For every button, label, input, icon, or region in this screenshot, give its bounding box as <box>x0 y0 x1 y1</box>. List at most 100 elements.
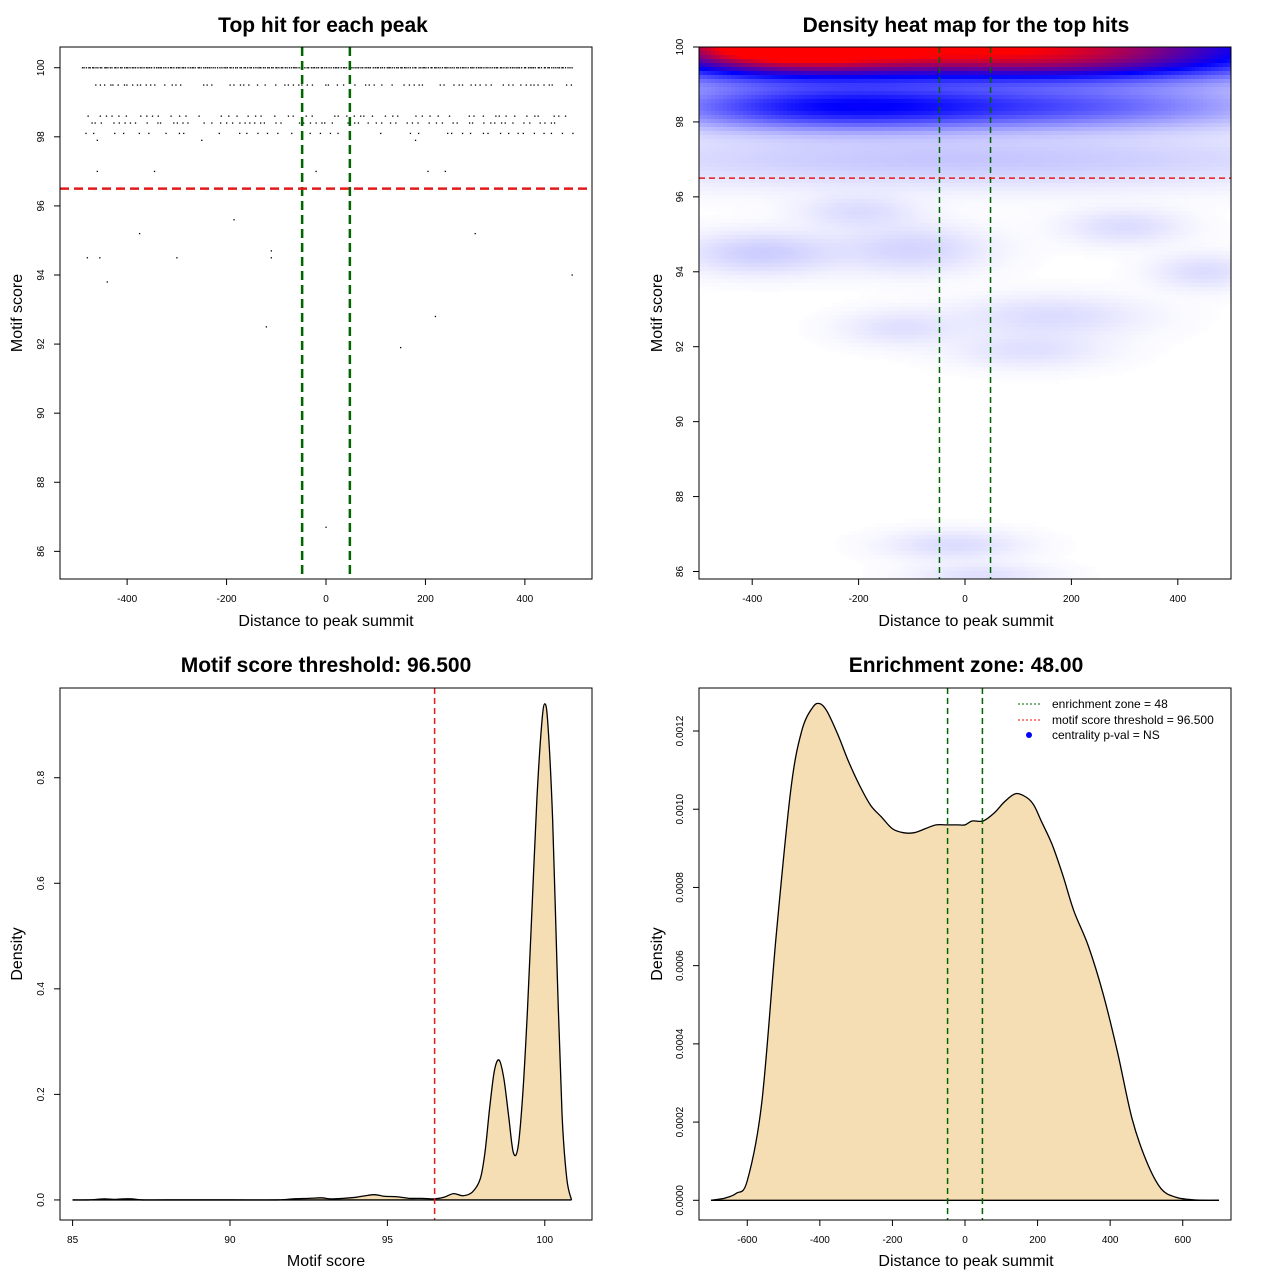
heatmap-cell <box>895 203 900 208</box>
heatmap-cell <box>851 555 856 560</box>
heatmap-cell <box>791 143 796 148</box>
heatmap-cell <box>911 91 916 96</box>
heatmap-cell <box>899 207 904 212</box>
heatmap-cell <box>875 275 880 280</box>
heatmap-cell <box>819 323 824 328</box>
scatter-point <box>219 133 220 134</box>
heatmap-cell <box>703 83 708 88</box>
scatter-point <box>549 84 550 85</box>
heatmap-cell <box>903 55 908 60</box>
heatmap-cell <box>927 351 932 356</box>
heatmap-cell <box>871 555 876 560</box>
heatmap-cell <box>803 163 808 168</box>
scatter-point <box>540 122 541 123</box>
heatmap-cell <box>815 319 820 324</box>
heatmap-cell <box>747 139 752 144</box>
heatmap-cell <box>735 159 740 164</box>
heatmap-cell <box>823 143 828 148</box>
heatmap-cell <box>895 47 900 52</box>
scatter-point <box>334 115 335 116</box>
scatter-point <box>180 84 181 85</box>
heatmap-cell <box>747 211 752 216</box>
heatmap-cell <box>875 307 880 312</box>
heatmap-cell <box>835 235 840 240</box>
heatmap-cell <box>863 63 868 68</box>
heatmap-cell <box>891 355 896 360</box>
heatmap-cell <box>835 143 840 148</box>
heatmap-cell <box>919 151 924 156</box>
heatmap-cell <box>799 207 804 212</box>
heatmap-cell <box>899 355 904 360</box>
heatmap-cell <box>815 267 820 272</box>
heatmap-cell <box>903 359 908 364</box>
heatmap-cell <box>835 347 840 352</box>
heatmap-cell <box>767 263 772 268</box>
scatter-point <box>541 67 542 68</box>
heatmap-cell <box>911 251 916 256</box>
heatmap-cell <box>907 163 912 168</box>
heatmap-cell <box>759 111 764 116</box>
heatmap-cell <box>827 223 832 228</box>
scatter-point <box>457 122 458 123</box>
heatmap-cell <box>755 87 760 92</box>
heatmap-cell <box>803 227 808 232</box>
heatmap-cell <box>931 355 936 360</box>
heatmap-cell <box>771 67 776 72</box>
heatmap-cell <box>831 167 836 172</box>
heatmap-cell <box>739 179 744 184</box>
heatmap-cell <box>859 203 864 208</box>
heatmap-cell <box>867 211 872 216</box>
heatmap-cell <box>927 215 932 220</box>
heatmap-cell <box>887 147 892 152</box>
heatmap-cell <box>787 239 792 244</box>
heatmap-cell <box>771 255 776 260</box>
heatmap-cell <box>871 355 876 360</box>
heatmap-cell <box>763 191 768 196</box>
heatmap-cell <box>727 99 732 104</box>
heatmap-cell <box>903 315 908 320</box>
heatmap-cell <box>883 107 888 112</box>
heatmap-cell <box>871 535 876 540</box>
heatmap-cell <box>835 95 840 100</box>
heatmap-cell <box>887 47 892 52</box>
heatmap-cell <box>699 59 704 64</box>
heatmap-cell <box>715 219 720 224</box>
heatmap-cell <box>735 287 740 292</box>
heatmap-cell <box>899 347 904 352</box>
heatmap-cell <box>855 247 860 252</box>
scatter-point <box>207 84 208 85</box>
scatter-point <box>534 115 535 116</box>
heatmap-cell <box>883 319 888 324</box>
heatmap-cell <box>907 51 912 56</box>
heatmap-cell <box>827 103 832 108</box>
heatmap-cell <box>911 315 916 320</box>
heatmap-cell <box>803 255 808 260</box>
heatmap-cell <box>887 303 892 308</box>
heatmap-cell <box>923 255 928 260</box>
heatmap-cell <box>875 243 880 248</box>
heatmap-cell <box>911 527 916 532</box>
heatmap-cell <box>699 275 704 280</box>
heatmap-cell <box>919 319 924 324</box>
heatmap-cell <box>851 315 856 320</box>
heatmap-cell <box>747 267 752 272</box>
heatmap-cell <box>879 155 884 160</box>
heatmap-cell <box>895 91 900 96</box>
heatmap-cell <box>831 127 836 132</box>
heatmap-cell <box>815 235 820 240</box>
heatmap-cell <box>883 203 888 208</box>
heatmap-cell <box>871 235 876 240</box>
heatmap-cell <box>927 55 932 60</box>
heatmap-cell <box>919 103 924 108</box>
heatmap-cell <box>859 263 864 268</box>
heatmap-cell <box>855 243 860 248</box>
heatmap-cell <box>767 199 772 204</box>
scatter-point <box>253 67 254 68</box>
heatmap-cell <box>875 135 880 140</box>
heatmap-cell <box>891 523 896 528</box>
heatmap-cell <box>727 227 732 232</box>
heatmap-cell <box>759 171 764 176</box>
heatmap-cell <box>811 323 816 328</box>
heatmap-cell <box>787 271 792 276</box>
heatmap-cell <box>735 91 740 96</box>
